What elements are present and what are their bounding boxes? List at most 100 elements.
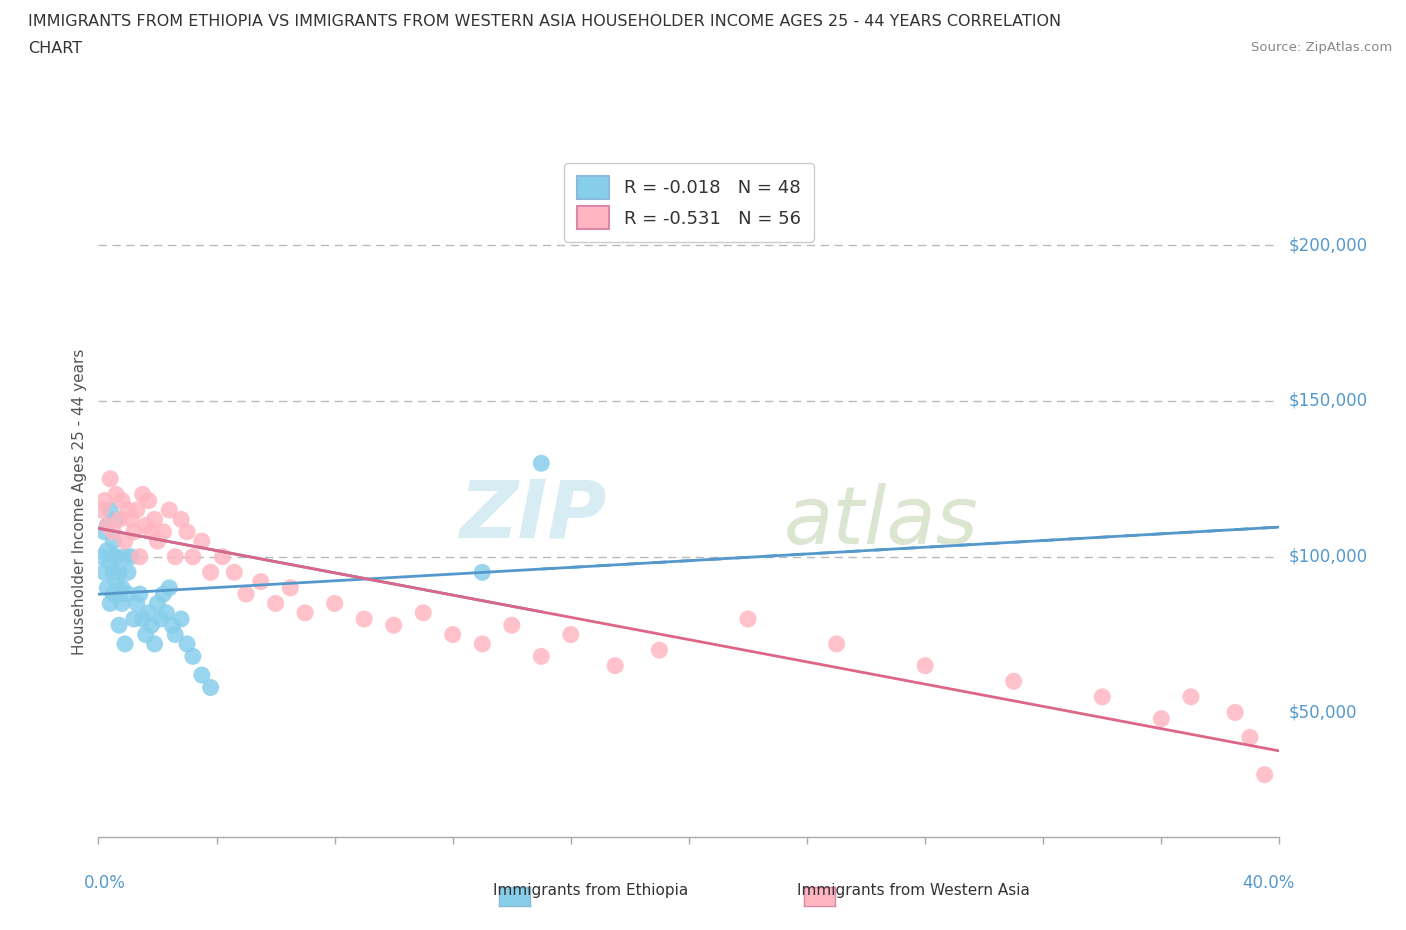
Point [441, 627, 464, 642]
Point [132, 487, 155, 502]
Point [152, 587, 174, 602]
Point [125, 502, 148, 517]
Point [501, 618, 523, 632]
Point [105, 550, 128, 565]
Text: CHART: CHART [28, 41, 82, 56]
Point [103, 565, 125, 579]
Point [90, 502, 112, 517]
Point [200, 680, 222, 695]
Point [1002, 674, 1025, 689]
Point [1223, 705, 1246, 720]
Point [412, 605, 434, 620]
Text: $200,000: $200,000 [1288, 236, 1368, 254]
Point [224, 565, 246, 579]
Point [98, 555, 121, 570]
Point [323, 596, 346, 611]
Point [250, 574, 273, 589]
Point [235, 587, 257, 602]
Point [162, 618, 183, 632]
Point [93, 525, 115, 539]
Text: atlas: atlas [783, 484, 979, 562]
Point [117, 502, 139, 517]
Point [90, 550, 112, 565]
Point [93, 493, 115, 508]
Point [605, 658, 627, 673]
Point [111, 493, 134, 508]
Point [111, 596, 134, 611]
Point [737, 612, 759, 627]
Point [141, 618, 163, 632]
Point [128, 587, 150, 602]
Point [98, 502, 121, 517]
Point [117, 587, 139, 602]
Text: $100,000: $100,000 [1288, 548, 1368, 565]
Text: Immigrants from Western Asia: Immigrants from Western Asia [797, 883, 1031, 897]
Y-axis label: Householder Income Ages 25 - 44 years: Householder Income Ages 25 - 44 years [72, 349, 87, 656]
Point [105, 574, 128, 589]
Point [105, 512, 128, 526]
Point [108, 565, 131, 579]
Point [157, 502, 180, 517]
Point [108, 618, 131, 632]
Point [382, 618, 405, 632]
Point [108, 512, 131, 526]
Point [138, 493, 160, 508]
Point [914, 658, 936, 673]
Point [138, 605, 160, 620]
Point [1239, 730, 1261, 745]
Point [170, 612, 193, 627]
Point [93, 565, 115, 579]
Point [353, 612, 375, 627]
Point [155, 605, 177, 620]
Point [132, 612, 155, 627]
Point [170, 512, 193, 526]
Point [530, 456, 553, 471]
Point [181, 649, 204, 664]
Point [122, 612, 145, 627]
Point [103, 550, 125, 565]
Point [135, 627, 157, 642]
Point [157, 580, 180, 595]
Point [165, 550, 187, 565]
Point [96, 580, 118, 595]
Point [141, 525, 163, 539]
Point [200, 565, 222, 579]
Text: 40.0%: 40.0% [1241, 874, 1294, 893]
Point [117, 565, 139, 579]
Point [560, 627, 582, 642]
Point [98, 472, 121, 486]
Text: $150,000: $150,000 [1288, 392, 1368, 410]
Point [211, 550, 233, 565]
Point [181, 550, 204, 565]
Point [120, 550, 142, 565]
Point [176, 525, 198, 539]
Point [1180, 689, 1202, 704]
Point [1091, 689, 1114, 704]
Point [96, 543, 118, 558]
Point [264, 596, 287, 611]
Point [114, 534, 136, 549]
Point [105, 487, 128, 502]
Point [278, 580, 302, 595]
Point [120, 512, 142, 526]
Text: Immigrants from Ethiopia: Immigrants from Ethiopia [494, 883, 688, 897]
Point [143, 636, 166, 651]
Point [96, 518, 118, 533]
Point [648, 643, 671, 658]
Point [294, 605, 316, 620]
Point [1150, 711, 1173, 726]
Point [191, 668, 214, 683]
Point [108, 587, 131, 602]
Point [530, 649, 553, 664]
Text: IMMIGRANTS FROM ETHIOPIA VS IMMIGRANTS FROM WESTERN ASIA HOUSEHOLDER INCOME AGES: IMMIGRANTS FROM ETHIOPIA VS IMMIGRANTS F… [28, 14, 1062, 29]
Legend: R = -0.018   N = 48, R = -0.531   N = 56: R = -0.018 N = 48, R = -0.531 N = 56 [564, 163, 814, 242]
Point [143, 512, 166, 526]
Point [146, 596, 169, 611]
Point [103, 534, 125, 549]
Point [114, 550, 136, 565]
Point [1254, 767, 1277, 782]
Point [96, 518, 118, 533]
Point [471, 636, 494, 651]
Point [103, 587, 125, 602]
Point [122, 525, 145, 539]
